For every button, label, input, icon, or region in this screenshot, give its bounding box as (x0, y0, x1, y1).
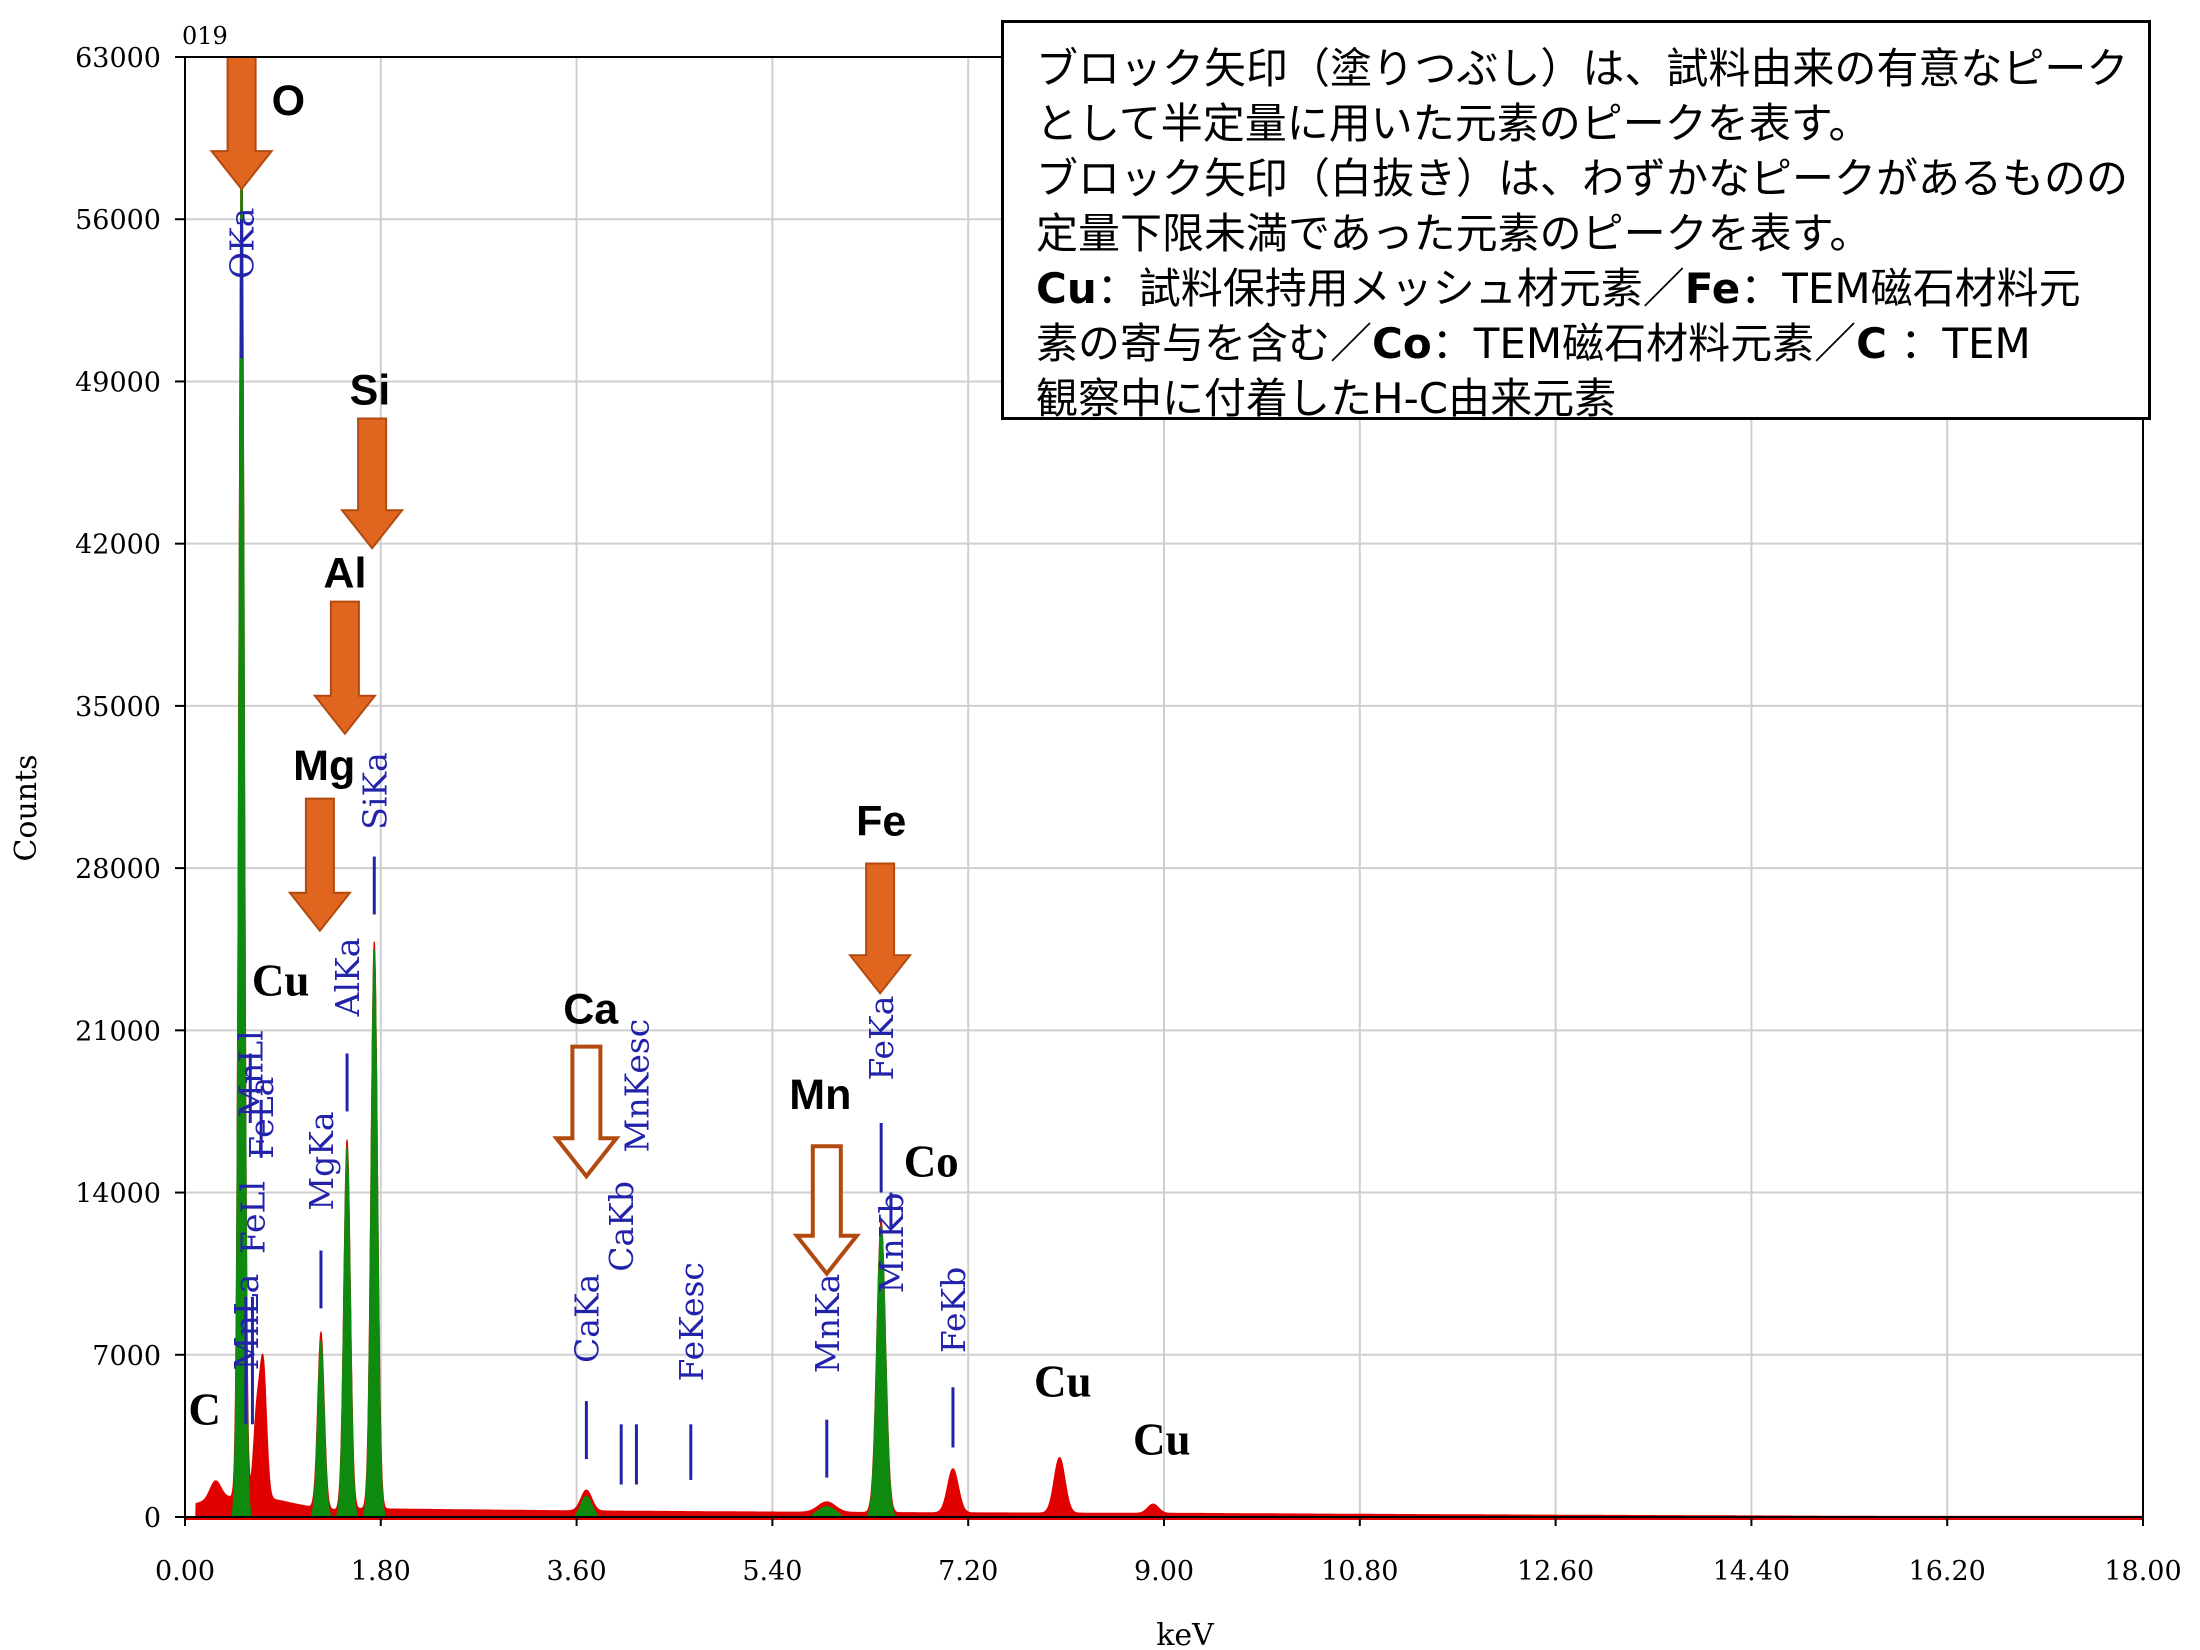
arrow-outline (792, 1144, 861, 1277)
x-tick-label: 9.00 (1134, 1556, 1194, 1587)
note-line-4: 定量下限未満であった元素のピークを表す。 (1036, 209, 1872, 258)
note-c-text: ：TEM (1886, 319, 2031, 368)
y-axis-title: Counts (9, 754, 44, 861)
element-label: Fe (856, 798, 906, 846)
note-cu-label: Cu (1036, 264, 1097, 313)
note-line6-start: 素の寄与を含む／ (1036, 319, 1373, 368)
spectrum-id: 019 (182, 22, 228, 50)
x-tick-label: 12.60 (1517, 1556, 1594, 1587)
element-label: Ca (563, 985, 619, 1033)
element-label: Cu (1034, 1357, 1092, 1407)
x-tick-label: 16.20 (1909, 1556, 1986, 1587)
x-tick-label: 18.00 (2104, 1556, 2181, 1587)
y-tick-label: 35000 (75, 692, 161, 723)
peak-label: MnLl (231, 1030, 270, 1118)
x-axis-title: keV (1156, 1618, 1215, 1650)
peak-label: MnKb (872, 1193, 911, 1294)
y-tick-label: 42000 (75, 530, 161, 561)
peak-label: MnKa (808, 1274, 847, 1373)
y-tick-label: 63000 (75, 43, 161, 74)
x-tick-label: 14.40 (1713, 1556, 1790, 1587)
peak-label: OKa (223, 208, 262, 279)
element-label: Mn (789, 1071, 851, 1119)
element-label: C (188, 1384, 221, 1434)
y-tick-label: 21000 (75, 1016, 161, 1047)
arrow-filled (312, 600, 377, 736)
note-cu-text: ：試料保持用メッシュ材元素／ (1096, 264, 1685, 313)
arrow-filled (340, 417, 405, 550)
note-fe-text: ：TEM磁石材料元 (1740, 264, 2081, 313)
y-tick-label: 0 (144, 1503, 161, 1534)
y-tick-label: 49000 (75, 367, 161, 398)
x-tick-label: 5.40 (742, 1556, 802, 1587)
note-line-6: 素の寄与を含む／Co：TEM磁石材料元素／C ：TEM (1036, 316, 2118, 371)
peak-label: SiKa (355, 752, 394, 830)
element-label: Si (350, 367, 391, 415)
note-co-text: ：TEM磁石材料元素／ (1431, 319, 1857, 368)
x-tick-label: 10.80 (1321, 1556, 1398, 1587)
arrow-filled (287, 797, 352, 933)
peak-label: FeLa (242, 1077, 281, 1159)
element-label: Mg (293, 742, 355, 790)
note-fe-label: Fe (1684, 264, 1741, 313)
peak-label: CaKa (567, 1274, 606, 1363)
note-line-5: Cu：試料保持用メッシュ材元素／Fe：TEM磁石材料元 (1036, 261, 2118, 316)
note-line-1: ブロック矢印（塗りつぶし）は、試料由来の有意なピーク (1036, 44, 2129, 93)
element-label: O (272, 77, 305, 125)
arrow-outline (552, 1044, 621, 1180)
note-c-label: C (1856, 319, 1887, 368)
element-label: Al (323, 550, 366, 598)
note-line-3: ブロック矢印（白抜き）は、わずかなピークがあるものの (1036, 154, 2129, 203)
note-line-2: として半定量に用いた元素のピークを表す。 (1036, 99, 1871, 148)
note-co-label: Co (1372, 319, 1432, 368)
element-label: Co (904, 1136, 959, 1186)
element-label: Cu (252, 956, 310, 1006)
legend-note: ブロック矢印（塗りつぶし）は、試料由来の有意なピーク として半定量に用いた元素の… (1001, 20, 2151, 423)
element-label: Cu (1133, 1414, 1191, 1464)
x-tick-label: 1.80 (351, 1556, 411, 1587)
element-labels: O Si Al Mg Cu Fe Ca Mn Co C Cu Cu (188, 77, 1190, 1465)
peak-label: MnLa (227, 1274, 266, 1371)
y-tick-label: 14000 (75, 1179, 161, 1210)
y-tick-label: 7000 (92, 1341, 161, 1372)
arrow-filled (848, 862, 913, 995)
peak-label: AlKa (328, 938, 367, 1018)
x-tick-label: 0.00 (155, 1556, 215, 1587)
x-tick-label: 3.60 (547, 1556, 607, 1587)
arrow-filled (209, 56, 274, 191)
peak-label: FeKa (862, 996, 901, 1081)
y-tick-label: 28000 (75, 854, 161, 885)
peak-label: FeKesc (672, 1262, 711, 1381)
element-arrows (209, 56, 913, 1277)
peak-label: CaKb (602, 1181, 641, 1272)
peak-label: FeLl (233, 1181, 272, 1254)
peak-label: FeKb (934, 1267, 973, 1353)
peak-label: MgKa (302, 1111, 341, 1210)
y-tick-label: 56000 (75, 205, 161, 236)
x-tick-label: 7.20 (938, 1556, 998, 1587)
note-line-7: 観察中に付着したH-C由来元素 (1036, 374, 1617, 423)
peak-label: MnKesc (617, 1019, 656, 1153)
